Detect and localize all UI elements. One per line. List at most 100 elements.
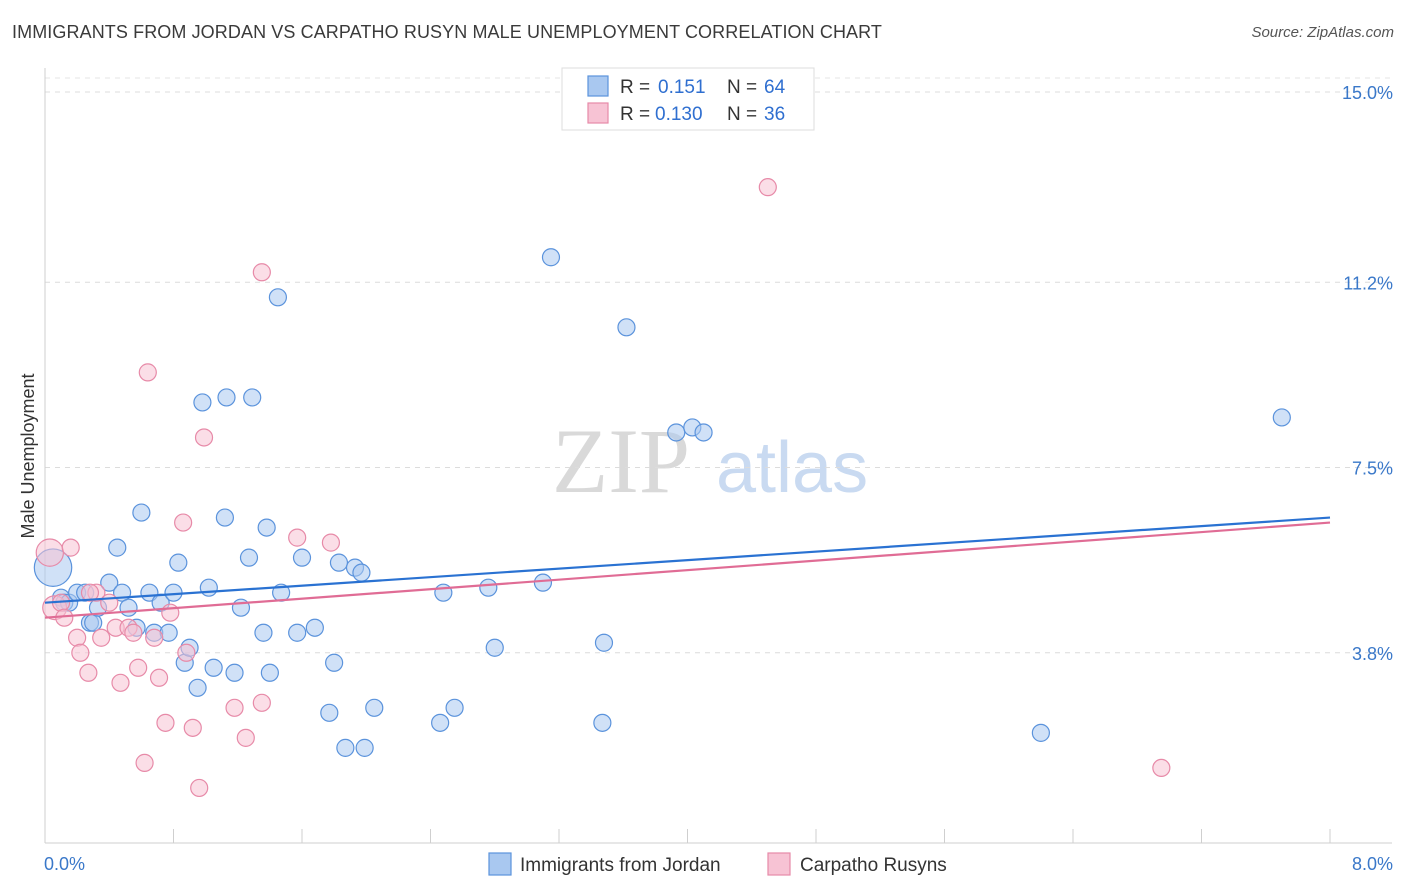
data-point bbox=[138, 363, 157, 382]
data-point bbox=[758, 178, 777, 197]
legend-swatch-jordan bbox=[587, 75, 609, 97]
data-point bbox=[177, 643, 196, 662]
data-point bbox=[217, 388, 236, 407]
y-tick-label: 15.0% bbox=[1342, 83, 1393, 103]
data-point bbox=[288, 623, 307, 642]
watermark-atlas: atlas bbox=[716, 428, 868, 508]
data-point bbox=[260, 663, 279, 682]
data-point bbox=[100, 593, 119, 612]
data-point bbox=[80, 583, 100, 602]
data-point bbox=[594, 633, 614, 652]
data-point bbox=[35, 538, 65, 567]
legend-swatch-carpatho bbox=[587, 102, 609, 124]
data-point bbox=[119, 598, 138, 617]
data-point bbox=[329, 553, 349, 572]
data-point bbox=[193, 393, 212, 412]
data-point bbox=[156, 713, 175, 732]
data-point bbox=[617, 318, 636, 337]
data-point bbox=[541, 248, 561, 267]
data-point bbox=[431, 713, 450, 732]
source-credit: Source: ZipAtlas.com bbox=[1251, 24, 1394, 41]
gridlines bbox=[45, 77, 1392, 654]
bottom-legend-label-jordan: Immigrants from Jordan bbox=[520, 855, 721, 876]
data-point bbox=[1031, 723, 1050, 742]
trend-line bbox=[44, 516, 1331, 604]
data-point bbox=[445, 698, 464, 717]
data-point bbox=[288, 528, 307, 547]
data-point bbox=[215, 508, 234, 527]
data-point bbox=[667, 423, 686, 442]
data-point bbox=[254, 623, 273, 642]
data-point bbox=[593, 713, 612, 732]
data-point bbox=[111, 673, 130, 692]
data-point bbox=[352, 563, 371, 582]
data-point bbox=[194, 428, 214, 447]
y-axis-label: Male Unemployment bbox=[18, 373, 38, 538]
data-point bbox=[485, 638, 504, 657]
stats-legend: R = 0.151 N = 64 R = 0.130 N = 36 bbox=[561, 67, 815, 131]
data-point bbox=[145, 628, 164, 647]
data-point bbox=[533, 573, 553, 592]
y-tick-label: 7.5% bbox=[1352, 459, 1393, 479]
data-point bbox=[164, 583, 183, 602]
x-tick-label: 0.0% bbox=[44, 854, 85, 874]
data-point bbox=[92, 628, 111, 647]
y-tick-label: 3.8% bbox=[1352, 644, 1393, 664]
data-point bbox=[252, 263, 271, 282]
data-point bbox=[174, 513, 193, 532]
data-point bbox=[1272, 408, 1291, 427]
data-point bbox=[355, 738, 374, 757]
bottom-legend-label-carpatho: Carpatho Rusyns bbox=[800, 855, 947, 876]
data-point bbox=[479, 578, 498, 597]
series-carpatho bbox=[35, 178, 1171, 798]
data-point bbox=[365, 698, 384, 717]
legend-r-label-0: R = bbox=[620, 77, 650, 98]
data-point bbox=[124, 623, 143, 642]
data-point bbox=[694, 423, 713, 442]
x-tick-label: 8.0% bbox=[1352, 854, 1393, 874]
data-point bbox=[257, 518, 276, 537]
legend-n-value-0: 64 bbox=[764, 77, 786, 98]
chart-title: IMMIGRANTS FROM JORDAN VS CARPATHO RUSYN… bbox=[12, 22, 883, 42]
data-point bbox=[243, 388, 262, 407]
data-point bbox=[169, 553, 188, 572]
data-point bbox=[68, 628, 87, 647]
data-point bbox=[188, 678, 207, 697]
data-point bbox=[204, 658, 223, 677]
data-point bbox=[268, 288, 288, 307]
trend-lines bbox=[44, 516, 1331, 619]
data-point bbox=[71, 643, 90, 662]
data-point bbox=[336, 738, 355, 757]
data-point bbox=[239, 548, 259, 567]
data-point bbox=[1152, 758, 1171, 778]
legend-n-label-1: N = bbox=[727, 104, 757, 125]
legend-n-value-1: 36 bbox=[764, 104, 785, 125]
data-point bbox=[236, 728, 255, 747]
legend-r-value-0: 0.151 bbox=[658, 77, 706, 98]
legend-n-label-0: N = bbox=[727, 77, 757, 98]
data-point bbox=[292, 548, 312, 567]
legend-r-label-1: R = bbox=[620, 104, 650, 125]
data-point bbox=[135, 753, 154, 772]
trend-line bbox=[44, 521, 1331, 619]
watermark-zip: ZIP bbox=[552, 410, 690, 512]
data-point bbox=[252, 693, 271, 712]
axes: 3.8% 7.5% 11.2% 15.0% 0.0% 8.0% bbox=[44, 68, 1393, 874]
data-point bbox=[321, 533, 341, 552]
data-point bbox=[325, 653, 344, 672]
data-point bbox=[79, 663, 98, 682]
data-point bbox=[84, 613, 103, 632]
data-point bbox=[100, 573, 119, 592]
data-point bbox=[225, 663, 244, 682]
data-point bbox=[149, 668, 169, 687]
data-point bbox=[320, 703, 339, 722]
data-point bbox=[199, 578, 218, 597]
data-point bbox=[225, 698, 244, 717]
data-point bbox=[61, 538, 80, 557]
data-point bbox=[108, 538, 127, 557]
y-tick-label: 11.2% bbox=[1343, 273, 1393, 293]
bottom-legend-swatch-jordan bbox=[488, 852, 512, 876]
data-point bbox=[129, 658, 148, 677]
bottom-legend-swatch-carpatho bbox=[767, 852, 791, 876]
